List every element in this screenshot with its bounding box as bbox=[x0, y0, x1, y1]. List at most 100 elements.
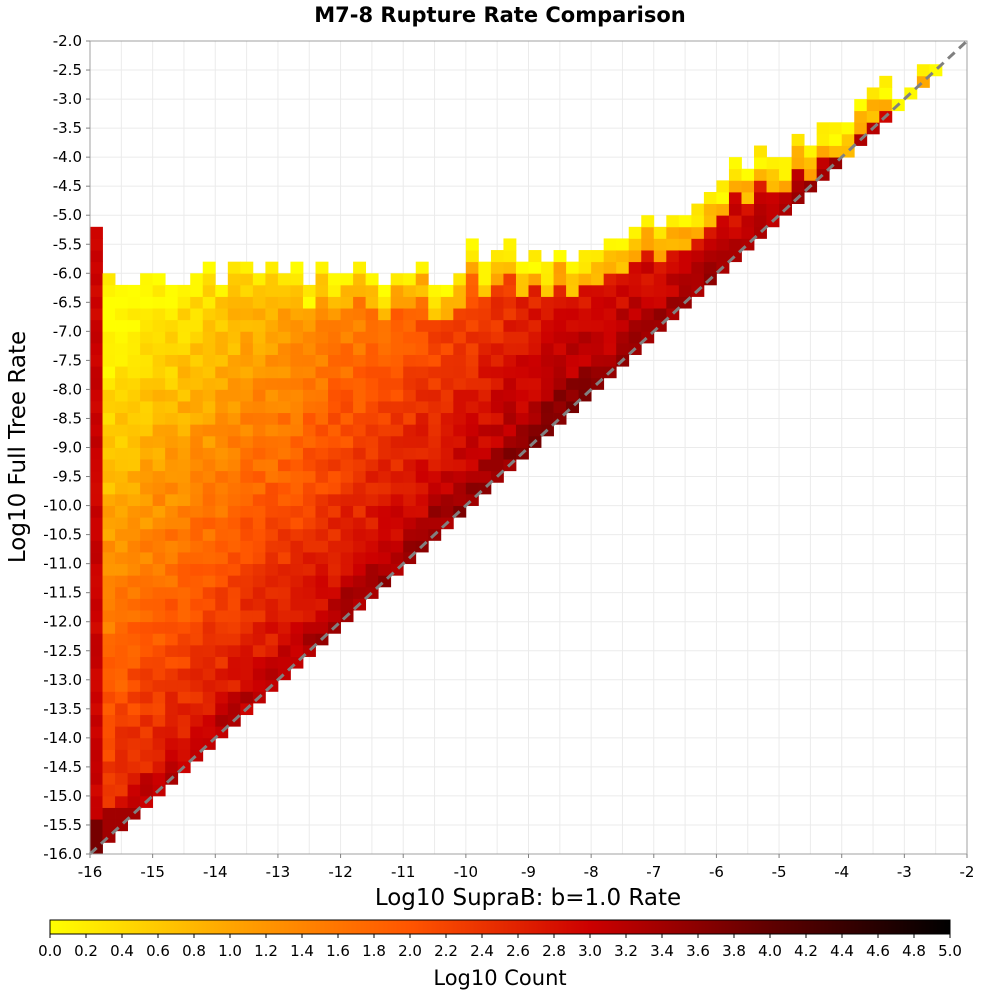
heatmap-cell bbox=[227, 563, 241, 576]
heatmap-cell bbox=[503, 319, 517, 332]
heatmap-cell bbox=[365, 308, 379, 321]
heatmap-cell bbox=[202, 517, 216, 530]
heatmap-cell bbox=[252, 528, 266, 541]
heatmap-cell bbox=[140, 296, 154, 309]
heatmap-cell bbox=[465, 435, 479, 448]
heatmap-cell bbox=[440, 482, 454, 495]
heatmap-cell bbox=[503, 308, 517, 321]
heatmap-cell bbox=[503, 238, 517, 251]
heatmap-cell bbox=[140, 668, 154, 681]
heatmap-cell bbox=[127, 575, 141, 588]
heatmap-cell bbox=[152, 470, 166, 483]
heatmap-cell bbox=[290, 296, 304, 309]
heatmap-cell bbox=[415, 493, 429, 506]
heatmap-cell bbox=[90, 726, 103, 739]
heatmap-cell bbox=[127, 401, 141, 414]
heatmap-cell bbox=[365, 482, 379, 495]
heatmap-cell bbox=[490, 401, 504, 414]
heatmap-cell bbox=[140, 784, 154, 797]
heatmap-cell bbox=[177, 598, 191, 611]
heatmap-cell bbox=[265, 505, 279, 518]
heatmap-cell bbox=[177, 308, 191, 321]
heatmap-cell bbox=[127, 633, 141, 646]
heatmap-cell bbox=[152, 772, 166, 785]
heatmap-cell bbox=[127, 296, 141, 309]
heatmap-cell bbox=[390, 517, 404, 530]
heatmap-cell bbox=[578, 342, 592, 355]
y-tick-label: -8.0 bbox=[53, 380, 82, 398]
heatmap-cell bbox=[240, 610, 254, 623]
heatmap-cell bbox=[140, 517, 154, 530]
heatmap-cell bbox=[829, 122, 843, 135]
heatmap-cell bbox=[328, 366, 341, 379]
colorbar-tick-label: 1.0 bbox=[218, 942, 242, 960]
heatmap-cell bbox=[528, 377, 542, 390]
heatmap-cell bbox=[165, 331, 179, 344]
heatmap-cell bbox=[641, 284, 655, 297]
heatmap-cell bbox=[165, 703, 179, 716]
heatmap-cell bbox=[478, 366, 492, 379]
heatmap-cell bbox=[115, 772, 128, 785]
heatmap-cell bbox=[215, 342, 229, 355]
heatmap-cell bbox=[277, 412, 291, 425]
reference-diagonal-line bbox=[88, 39, 969, 856]
heatmap-cell bbox=[353, 517, 367, 530]
heatmap-cell bbox=[90, 598, 103, 611]
heatmap-cell bbox=[277, 528, 291, 541]
heatmap-cell bbox=[90, 772, 103, 785]
heatmap-cell bbox=[328, 435, 341, 448]
heatmap-cell bbox=[528, 424, 542, 437]
colorbar-tick-label: 4.2 bbox=[794, 942, 818, 960]
heatmap-cell bbox=[465, 250, 479, 263]
heatmap-cell bbox=[215, 354, 229, 367]
heatmap-cell bbox=[190, 668, 204, 681]
heatmap-cell bbox=[566, 354, 580, 367]
heatmap-cell bbox=[403, 424, 417, 437]
heatmap-cell bbox=[177, 389, 191, 402]
heatmap-cell bbox=[227, 377, 241, 390]
heatmap-cell bbox=[541, 389, 554, 402]
heatmap-cell bbox=[328, 401, 341, 414]
heatmap-cell bbox=[190, 493, 204, 506]
heatmap-cell bbox=[140, 575, 154, 588]
heatmap-cell bbox=[127, 737, 141, 750]
heatmap-cell bbox=[440, 470, 454, 483]
heatmap-cell bbox=[490, 435, 504, 448]
heatmap-cell bbox=[202, 493, 216, 506]
heatmap-cell bbox=[177, 644, 191, 657]
heatmap-cell bbox=[252, 493, 266, 506]
heatmap-cell bbox=[102, 308, 116, 321]
heatmap-cell bbox=[353, 308, 367, 321]
colorbar-tick-label: 2.6 bbox=[506, 942, 530, 960]
heatmap-cell bbox=[240, 598, 254, 611]
heatmap-cell bbox=[415, 342, 429, 355]
heatmap-cell bbox=[415, 528, 429, 541]
heatmap-cell bbox=[265, 540, 279, 553]
heatmap-cell bbox=[315, 308, 329, 321]
heatmap-cell bbox=[866, 110, 880, 123]
heatmap-cell bbox=[641, 226, 655, 239]
heatmap-cell bbox=[378, 424, 392, 437]
heatmap-cell bbox=[240, 691, 254, 704]
y-tick-label: -11.5 bbox=[43, 584, 82, 602]
heatmap-cell bbox=[591, 273, 605, 286]
heatmap-cell bbox=[215, 412, 229, 425]
heatmap-cell bbox=[215, 679, 229, 692]
heatmap-cell bbox=[703, 238, 717, 251]
heatmap-cell bbox=[603, 261, 617, 274]
heatmap-cell bbox=[215, 668, 229, 681]
heatmap-cell bbox=[353, 354, 367, 367]
heatmap-cell bbox=[328, 354, 341, 367]
heatmap-cell bbox=[152, 726, 166, 739]
heatmap-cell bbox=[90, 377, 103, 390]
heatmap-cell bbox=[553, 296, 567, 309]
heatmap-cell bbox=[202, 389, 216, 402]
heatmap-cell bbox=[353, 435, 367, 448]
heatmap-cell bbox=[202, 726, 216, 739]
heatmap-cell bbox=[215, 401, 229, 414]
heatmap-cell bbox=[240, 644, 254, 657]
heatmap-cell bbox=[302, 342, 316, 355]
heatmap-cell bbox=[340, 296, 354, 309]
heatmap-cell bbox=[703, 215, 717, 228]
heatmap-cell bbox=[227, 656, 241, 669]
